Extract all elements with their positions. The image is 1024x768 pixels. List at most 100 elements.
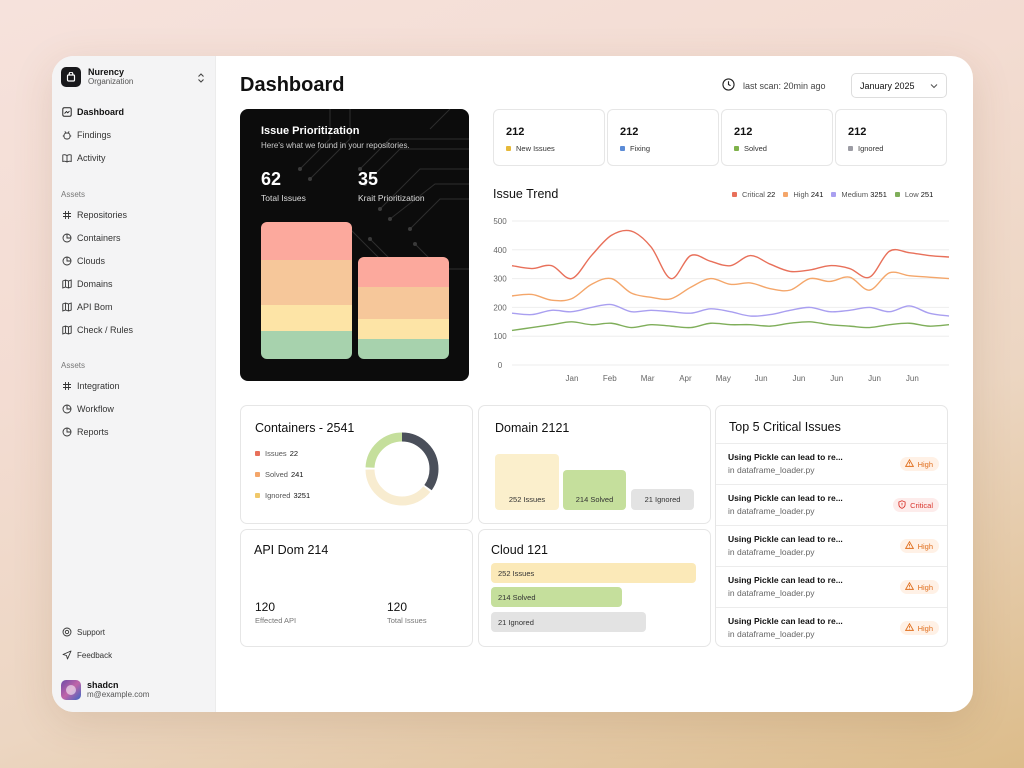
containers-donut <box>365 432 439 506</box>
krait-label: Krait Prioritization <box>358 193 425 203</box>
nav-containers[interactable]: Containers <box>61 229 121 247</box>
krait-stack <box>358 257 449 359</box>
containers-title: Containers - 2541 <box>255 421 355 435</box>
x-tick-label: Mar <box>641 374 655 383</box>
nav-support[interactable]: Support <box>61 623 105 641</box>
sidebar: Nurency Organization Dashboard Findings … <box>52 56 216 712</box>
x-tick-label: Jun <box>755 374 768 383</box>
krait-value: 35 <box>358 169 379 189</box>
domain-card: Domain 2121 252 Issues 214 Solved 21 Ign… <box>478 405 711 524</box>
section-label-assets-2: Assets <box>61 361 86 370</box>
domain-bar-ignored: 21 Ignored <box>631 489 694 510</box>
legend-item-critical: Critical 22 <box>732 190 775 199</box>
nav-label: API Bom <box>77 302 113 312</box>
nav-label: Dashboard <box>77 107 125 117</box>
legend-swatch <box>620 146 625 151</box>
nav-label: Activity <box>77 153 106 163</box>
top-critical-issues-card: Top 5 Critical Issues Using Pickle can l… <box>715 405 948 647</box>
containers-legend-ignored: Ignored 3251 <box>255 491 310 500</box>
page-title: Dashboard <box>240 74 345 96</box>
nav-repositories[interactable]: Repositories <box>61 206 127 224</box>
org-switcher[interactable]: Nurency Organization <box>61 66 209 88</box>
severity-label: High <box>917 541 933 551</box>
map-icon <box>61 302 72 313</box>
stack-segment-medium <box>261 305 352 331</box>
month-select[interactable]: January 2025 <box>851 73 947 98</box>
stat-value: 212 <box>848 126 867 138</box>
x-tick-label: Jun <box>906 374 919 383</box>
map-icon <box>61 279 72 290</box>
severity-badge: High <box>899 457 939 471</box>
chevron-up-down-icon <box>197 70 205 88</box>
issue-file: in dataframe_loader.py <box>728 629 815 639</box>
last-scan-text: last scan: 20min ago <box>743 80 826 91</box>
nav-api-bom[interactable]: API Bom <box>61 298 113 316</box>
api-total-issues-value: 120 <box>387 600 408 614</box>
legend-item-high: High 241 <box>783 190 823 199</box>
nav-label: Integration <box>77 381 120 391</box>
stat-label: New Issues <box>516 144 555 153</box>
last-scan: last scan: 20min ago <box>722 78 826 93</box>
trend-legend: Critical 22 High 241 Medium 3251 Low 251 <box>732 190 933 199</box>
issue-row[interactable]: Using Pickle can lead to re... in datafra… <box>716 607 947 646</box>
severity-badge: High <box>899 621 939 635</box>
stat-card-solved[interactable]: 212 Solved <box>721 109 833 166</box>
nav-dashboard[interactable]: Dashboard <box>61 103 124 121</box>
warning-icon <box>904 458 918 469</box>
severity-badge: Critical <box>893 498 939 512</box>
cloud-bar-solved: 214 Solved <box>491 587 622 607</box>
y-tick-label: 200 <box>493 303 507 312</box>
issue-row[interactable]: Using Pickle can lead to re... in datafra… <box>716 525 947 566</box>
api-title: API Dom 214 <box>254 543 329 557</box>
issue-file: in dataframe_loader.py <box>728 506 815 516</box>
pie-icon <box>61 233 72 244</box>
nav-label: Containers <box>77 233 121 243</box>
issue-row[interactable]: Using Pickle can lead to re... in datafra… <box>716 484 947 525</box>
clock-icon <box>722 78 743 93</box>
series-line-low <box>511 321 950 332</box>
shield-alert-icon <box>898 499 910 511</box>
nav-label: Support <box>77 627 106 637</box>
nav-activity[interactable]: Activity <box>61 149 106 167</box>
stat-card-fixing[interactable]: 212 Fixing <box>607 109 719 166</box>
stack-segment-critical <box>358 257 449 287</box>
nav-domains[interactable]: Domains <box>61 275 113 293</box>
severity-label: High <box>917 582 933 592</box>
hash-icon <box>61 381 72 392</box>
x-tick-label: Jun <box>792 374 805 383</box>
stack-segment-high <box>261 260 352 305</box>
x-tick-label: Jun <box>830 374 843 383</box>
user-menu[interactable]: shadcn m@example.com <box>61 680 149 700</box>
cloud-bar-ignored: 21 Ignored <box>491 612 646 632</box>
series-line-high <box>511 271 950 302</box>
section-label-assets: Assets <box>61 190 86 199</box>
legend-swatch <box>734 146 739 151</box>
nav-integration[interactable]: Integration <box>61 377 120 395</box>
pie-icon <box>61 404 72 415</box>
x-tick-label: Jun <box>868 374 881 383</box>
domain-title: Domain 2121 <box>495 421 570 435</box>
user-email: m@example.com <box>87 690 150 699</box>
nav-label: Findings <box>77 130 112 140</box>
nav-workflow[interactable]: Workflow <box>61 400 114 418</box>
api-total-issues-label: Total Issues <box>387 616 427 625</box>
severity-label: High <box>917 459 933 469</box>
nav-clouds[interactable]: Clouds <box>61 252 105 270</box>
nav-findings[interactable]: Findings <box>61 126 111 144</box>
nav-label: Reports <box>77 427 109 437</box>
nav-reports[interactable]: Reports <box>61 423 109 441</box>
app-window: Nurency Organization Dashboard Findings … <box>52 56 973 712</box>
bug-icon <box>61 130 72 141</box>
nav-check-rules[interactable]: Check / Rules <box>61 321 133 339</box>
x-tick-label: Apr <box>679 374 692 383</box>
stat-card-new-issues[interactable]: 212 New Issues <box>493 109 605 166</box>
issue-row[interactable]: Using Pickle can lead to re... in datafra… <box>716 566 947 607</box>
stat-value: 212 <box>506 126 525 138</box>
org-logo-icon <box>61 67 81 87</box>
issue-prioritization-card: Issue Prioritization Here's what we foun… <box>240 109 469 381</box>
nav-feedback[interactable]: Feedback <box>61 646 112 664</box>
stack-segment-low <box>358 339 449 359</box>
stat-card-ignored[interactable]: 212 Ignored <box>835 109 947 166</box>
issue-row[interactable]: Using Pickle can lead to re... in datafra… <box>716 443 947 484</box>
nav-label: Domains <box>77 279 113 289</box>
